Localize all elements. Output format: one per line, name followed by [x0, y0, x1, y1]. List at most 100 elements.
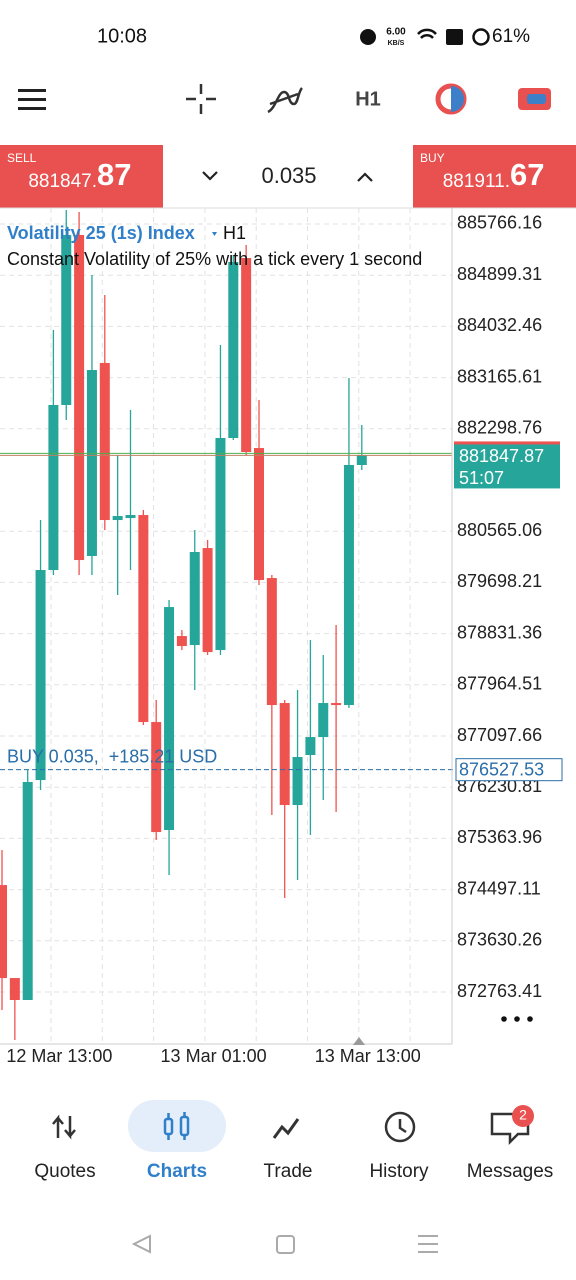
price-label-bg — [454, 442, 560, 489]
nav-trade[interactable]: Trade — [264, 1161, 313, 1182]
y-tick-label: 872763.41 — [457, 981, 542, 1001]
candle-body — [22, 781, 33, 1001]
sell-price: 881847. — [28, 171, 97, 192]
y-tick-label: 884032.46 — [457, 315, 542, 335]
y-tick-label: 880565.06 — [457, 520, 542, 540]
candle-body — [215, 437, 226, 651]
chart-title: Volatility 25 (1s) Index — [7, 223, 195, 243]
y-tick-label: 877964.51 — [457, 674, 542, 694]
charts-icon — [163, 1112, 190, 1140]
volume-down[interactable] — [202, 171, 218, 181]
candle-body — [112, 516, 123, 521]
chart-subtitle: Constant Volatility of 25% with a tick e… — [7, 249, 422, 269]
candle-body — [279, 703, 290, 806]
buy-price: 881911. — [443, 171, 510, 192]
battery-level: 61% — [492, 26, 530, 47]
indicators-button[interactable] — [267, 87, 304, 114]
net-unit: KB/S — [388, 40, 405, 47]
buy-button[interactable] — [413, 145, 576, 208]
crosshair-button[interactable] — [186, 84, 216, 114]
y-tick-label: 885766.16 — [457, 213, 542, 233]
candle-body — [138, 515, 149, 723]
candle-body — [292, 757, 303, 806]
chart-timeframe: H1 — [223, 223, 246, 243]
sell-label: SELL — [7, 151, 37, 165]
position-label: BUY 0.035, +185.21 USD — [7, 746, 217, 766]
scroll-marker — [353, 1037, 365, 1045]
candle-body — [0, 885, 7, 979]
nav-charts[interactable]: Charts — [147, 1161, 207, 1182]
volume-up[interactable] — [357, 172, 373, 182]
x-tick-label: 12 Mar 13:00 — [6, 1046, 112, 1066]
price-label-top — [454, 441, 560, 445]
nav-quotes[interactable]: Quotes — [34, 1161, 95, 1182]
buy-price-tail: 67 — [510, 157, 544, 192]
candle-body — [9, 978, 20, 1001]
sell-button[interactable] — [0, 145, 163, 208]
candle-body — [35, 570, 46, 781]
buy-label: BUY — [420, 151, 445, 165]
price-label: 881847.87 — [459, 446, 544, 466]
menu-button[interactable] — [18, 89, 46, 110]
badge — [512, 1105, 534, 1127]
candle-body — [202, 548, 213, 653]
y-tick-label: 878831.36 — [457, 622, 542, 642]
chart: 885766.16 884899.31 884032.46 883165.61 8822… — [0, 208, 563, 1066]
y-tick-label: 883165.61 — [457, 366, 542, 386]
badge-count: 2 — [519, 1107, 527, 1123]
candle-body — [241, 258, 252, 452]
price-timer: 51:07 — [459, 468, 504, 488]
timeframe-button[interactable]: H1 — [355, 88, 381, 110]
trade-button[interactable] — [518, 88, 551, 110]
candle-body — [343, 464, 354, 706]
candle-body — [164, 607, 175, 831]
sim-icon — [446, 29, 463, 45]
candle-body — [48, 404, 59, 571]
candle-body — [74, 234, 85, 561]
y-tick-label: 873630.26 — [457, 930, 542, 950]
x-tick-label: 13 Mar 13:00 — [315, 1046, 421, 1066]
system-home[interactable] — [276, 1235, 295, 1254]
candle-body — [318, 703, 329, 738]
y-tick-label: 874497.11 — [457, 878, 541, 898]
x-tick-label: 13 Mar 01:00 — [161, 1046, 267, 1066]
candle-body — [125, 515, 136, 519]
chart-type-button[interactable] — [435, 83, 467, 115]
position-price: 876527.53 — [459, 759, 544, 779]
y-tick-label: 877097.66 — [457, 725, 542, 745]
y-tick-label: 875363.96 — [457, 827, 542, 847]
history-icon — [384, 1111, 416, 1143]
candle-body — [266, 578, 277, 706]
candle-body — [305, 737, 316, 756]
system-recents[interactable] — [418, 1235, 438, 1253]
symbol-dropdown — [212, 232, 217, 236]
candle-body — [254, 448, 264, 580]
alarm-icon — [360, 29, 376, 45]
nav-history[interactable]: History — [369, 1161, 429, 1182]
system-back[interactable] — [131, 1234, 151, 1254]
nav-active-bg — [128, 1100, 226, 1152]
quotes-icon — [52, 1114, 76, 1140]
nav-messages[interactable]: Messages — [467, 1161, 554, 1182]
battery-icon — [472, 28, 490, 46]
candle-body — [176, 636, 187, 647]
more-button[interactable] — [501, 1016, 533, 1022]
status-time: 10:08 — [97, 25, 147, 47]
candle-body — [99, 362, 110, 521]
candle-body — [228, 261, 239, 438]
y-tick-label: 879698.21 — [457, 571, 542, 591]
candle-body — [189, 551, 200, 646]
position-price-bg — [455, 758, 563, 782]
volume[interactable]: 0.035 — [261, 163, 316, 188]
wifi-icon — [417, 28, 437, 39]
net-speed: 6.00 — [386, 27, 406, 38]
candle-body — [61, 234, 72, 405]
candle-body — [331, 703, 342, 706]
trade-icon — [272, 1118, 300, 1139]
y-tick-label: 884899.31 — [457, 264, 542, 284]
y-tick-label: 882298.76 — [457, 418, 542, 438]
candle-body — [86, 370, 97, 557]
